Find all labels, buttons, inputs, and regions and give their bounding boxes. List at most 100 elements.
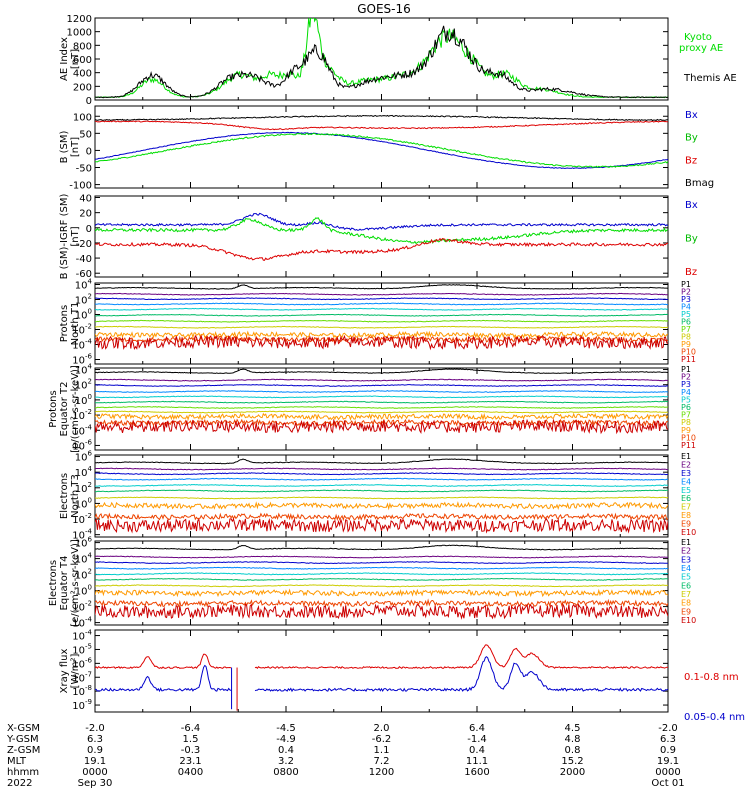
legend-item: Bz <box>685 267 697 278</box>
axis-row-label: Z-GSM <box>7 745 40 756</box>
series-p8 <box>95 410 668 414</box>
panel-xray: 10-910-810-710-610-510-4 Xray flux[W/m²] 0… <box>59 629 745 723</box>
axis-cell: 0.9 <box>660 745 676 756</box>
series-by <box>95 217 668 245</box>
legend-item: P3 <box>681 295 691 304</box>
y-tick-label: 10-2 <box>72 512 92 526</box>
y-tick-label: 10-9 <box>72 698 92 712</box>
legend-item: E3 <box>681 469 691 478</box>
y-tick-label: 20 <box>79 209 92 220</box>
axis-cell: 0400 <box>178 767 203 778</box>
y-tick-label: 104 <box>75 552 93 566</box>
legend-item: E8 <box>681 511 691 520</box>
series-bz <box>95 237 668 261</box>
y-tick-label: 100 <box>75 496 92 510</box>
series-e1 <box>95 544 668 551</box>
y-axis-label: AE Index[nT] <box>59 37 81 81</box>
legend-item: E10 <box>681 528 696 537</box>
legend-item: E3 <box>681 555 691 564</box>
series-p1 <box>95 284 668 290</box>
axis-cell: Oct 01 <box>651 778 684 789</box>
y-tick-label: 104 <box>75 363 93 377</box>
y-tick-label: -100 <box>69 181 92 192</box>
legend-item: P10 <box>681 433 696 442</box>
legend-item: P2 <box>681 373 691 382</box>
y-tick-label: 100 <box>75 308 92 322</box>
panel-ae: 0 200 400 600 800 1000 1200 AE Index[nT] Kyotopr… <box>59 14 737 107</box>
axis-cell: 0.4 <box>278 745 294 756</box>
axis-cell: 6.3 <box>87 734 103 745</box>
y-tick-label: 10-6 <box>72 438 92 452</box>
legend-item: E10 <box>681 616 696 625</box>
series-e8 <box>95 588 668 598</box>
series-p5 <box>95 307 668 311</box>
series-bx <box>95 131 668 169</box>
legend-item: 0.05-0.4 nm <box>684 712 745 723</box>
axis-cell: 19.1 <box>84 756 106 767</box>
series-e5 <box>95 572 668 576</box>
legend-item: P8 <box>681 418 691 427</box>
panel-frame <box>94 105 669 189</box>
series-e9 <box>95 598 668 608</box>
y-tick-label: 10-2 <box>72 408 92 422</box>
axis-cell: 0.8 <box>565 745 581 756</box>
series-e10 <box>95 602 668 620</box>
series-p3 <box>95 297 668 301</box>
series-e7 <box>95 496 668 500</box>
y-tick-label: 10-4 <box>72 616 92 630</box>
series-p7 <box>95 406 668 409</box>
series-e3 <box>95 472 668 476</box>
legend-item: P3 <box>681 380 691 389</box>
axis-cell: 0.9 <box>87 745 103 756</box>
series-p11 <box>95 418 668 435</box>
legend-item: E1 <box>681 452 691 461</box>
axis-row-label: X-GSM <box>7 723 40 734</box>
y-axis-label: B (SM)[nT] <box>59 130 81 163</box>
series-e2 <box>95 555 668 559</box>
series-0-05-0-4-nm <box>95 656 668 693</box>
legend-item: P10 <box>681 348 696 357</box>
series-e7 <box>95 584 668 588</box>
legend-item: E7 <box>681 503 691 512</box>
series-e8 <box>95 501 668 511</box>
y-tick-label: 10-5 <box>72 642 92 656</box>
legend-item: P6 <box>681 318 691 327</box>
series-e6 <box>95 577 668 581</box>
legend-item: P6 <box>681 403 691 412</box>
axis-cell: 0000 <box>82 767 107 778</box>
y-axis-label: ProtonsNorth T1 <box>59 302 81 346</box>
series-p7 <box>95 319 668 323</box>
y-tick-label: 10-8 <box>72 684 92 698</box>
legend-item: E1 <box>681 538 691 547</box>
series-e2 <box>95 467 668 471</box>
series-p9 <box>95 412 668 421</box>
panel-bigrf: -60 -40 -20 0 20 40B (SM)-IGRF (SM)[nT] Bx By Bz <box>59 194 698 281</box>
legend-item: E5 <box>681 573 691 582</box>
series-p2 <box>95 378 668 382</box>
y-tick-label: 600 <box>73 55 92 66</box>
panel-frame <box>94 629 669 713</box>
series-e4 <box>95 566 668 570</box>
y-tick-label: 100 <box>73 112 92 123</box>
legend-item: proxy AE <box>679 43 723 54</box>
y-axis-label: ProtonsEquator T2[p/(cm²-s-sr-keV)] <box>48 365 81 453</box>
legend-item: E6 <box>681 581 691 590</box>
y-tick-label: 10-2 <box>72 323 92 337</box>
axis-cell: -6.2 <box>372 734 392 745</box>
axis-cell: 1.5 <box>183 734 199 745</box>
series-bz <box>95 120 668 131</box>
y-tick-label: 10-4 <box>72 528 92 542</box>
axis-cell: 2000 <box>560 767 585 778</box>
y-tick-label: 10-4 <box>72 338 92 352</box>
y-tick-label: 104 <box>75 465 93 479</box>
y-tick-label: 40 <box>79 194 92 205</box>
legend-item: Bmag <box>685 178 714 189</box>
axis-cell: 6.4 <box>469 723 485 734</box>
axis-cell: -1.4 <box>467 734 487 745</box>
axis-cell: Sep 30 <box>78 778 113 789</box>
y-tick-label: 0 <box>86 146 92 157</box>
y-tick-label: 106 <box>75 536 93 550</box>
